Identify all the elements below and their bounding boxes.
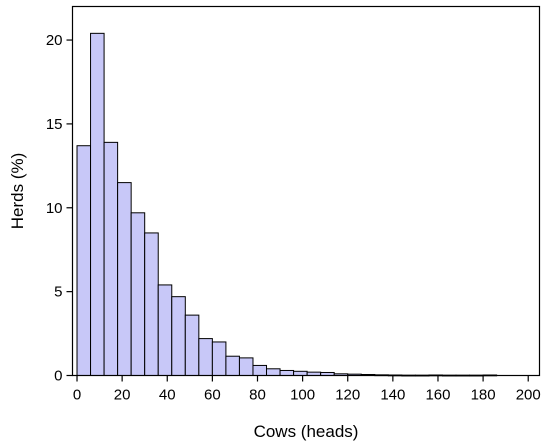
histogram-bar-5	[144, 232, 159, 376]
bars-group	[76, 32, 498, 377]
histogram-bar-9	[198, 338, 213, 377]
histogram-bar-14	[266, 368, 281, 377]
x-tick-label: 180	[471, 387, 496, 404]
x-tick-label: 100	[290, 387, 315, 404]
x-tick-label: 20	[114, 387, 131, 404]
histogram-bar-15	[279, 369, 295, 376]
y-axis-title: Herds (%)	[8, 153, 27, 230]
x-tick-label: 40	[159, 387, 176, 404]
x-tick-label: 160	[425, 387, 450, 404]
histogram-bar-3	[117, 182, 132, 376]
histogram-bar-2	[103, 141, 119, 376]
histogram-bar-10	[211, 341, 227, 377]
x-tick-label: 200	[516, 387, 541, 404]
x-tick-label: 60	[204, 387, 221, 404]
histogram-bar-16	[293, 370, 308, 377]
y-tick-label: 15	[46, 116, 63, 133]
histogram-bar-6	[157, 284, 173, 376]
y-tick-label: 20	[46, 32, 63, 49]
histogram-bar-12	[238, 357, 254, 377]
x-tick-label: 0	[73, 387, 81, 404]
y-tick-label: 10	[46, 200, 63, 217]
histogram-bar-0	[76, 145, 92, 376]
x-axis: 0 20 40 60 80 100 120 140 160 180 200	[73, 375, 541, 404]
y-axis: 0 5 10 15 20	[46, 32, 73, 385]
histogram-bar-1	[90, 32, 105, 376]
histogram-bar-11	[225, 355, 240, 377]
x-tick-label: 80	[249, 387, 266, 404]
histogram-bar-4	[130, 212, 146, 376]
y-tick-label: 5	[54, 284, 62, 301]
histogram-bar-8	[184, 314, 200, 377]
x-axis-title: Cows (heads)	[254, 422, 359, 441]
x-tick-label: 120	[335, 387, 360, 404]
x-tick-label: 140	[380, 387, 405, 404]
histogram-bar-7	[171, 296, 186, 376]
histogram-bar-13	[252, 364, 268, 377]
plot-frame	[71, 5, 541, 377]
y-tick-label: 0	[54, 368, 62, 385]
